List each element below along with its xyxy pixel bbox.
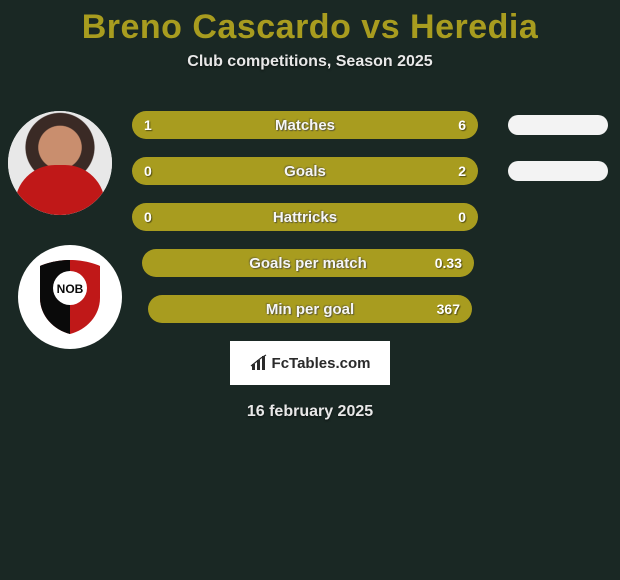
stat-bar: Min per goal 367 [148, 295, 472, 323]
page-subtitle: Club competitions, Season 2025 [0, 53, 620, 71]
main-area: NOB 1 Matches 6 0 Goals 2 0 Hattricks 0 Goals per… [0, 111, 620, 323]
secondary-bar [508, 161, 608, 181]
stat-bar: 0 Hattricks 0 [132, 203, 478, 231]
stat-label: Goals per match [249, 255, 367, 272]
player1-avatar [8, 111, 112, 215]
stat-value-left: 0 [144, 163, 152, 179]
brand-text: FcTables.com [272, 355, 371, 372]
stat-value-left: 1 [144, 117, 152, 133]
brand-attribution: FcTables.com [230, 341, 390, 385]
stat-row: Min per goal 367 [132, 295, 608, 323]
secondary-bar [508, 115, 608, 135]
stat-bar: 0 Goals 2 [132, 157, 478, 185]
stat-label: Matches [275, 117, 335, 134]
stat-value-right: 2 [458, 163, 466, 179]
stat-value-right: 6 [458, 117, 466, 133]
shield-icon: NOB [36, 258, 104, 336]
stat-label: Min per goal [266, 301, 354, 318]
stat-label: Hattricks [273, 209, 337, 226]
stat-row: 0 Hattricks 0 [132, 203, 608, 231]
stats-container: 1 Matches 6 0 Goals 2 0 Hattricks 0 Goals per mat… [132, 111, 608, 323]
player2-club-badge: NOB [18, 245, 122, 349]
page-title: Breno Cascardo vs Heredia [0, 0, 620, 47]
stat-bar: Goals per match 0.33 [142, 249, 474, 277]
stat-value-left: 0 [144, 209, 152, 225]
stat-row: Goals per match 0.33 [132, 249, 608, 277]
stat-row: 1 Matches 6 [132, 111, 608, 139]
stat-value-right: 0.33 [435, 255, 462, 271]
player1-jersey [15, 165, 105, 215]
stat-value-right: 0 [458, 209, 466, 225]
stat-value-right: 367 [437, 301, 460, 317]
date-text: 16 february 2025 [0, 403, 620, 421]
stat-row: 0 Goals 2 [132, 157, 608, 185]
svg-text:NOB: NOB [57, 282, 84, 296]
player1-avatar-graphic [8, 111, 112, 215]
chart-icon [250, 354, 268, 372]
stat-bar: 1 Matches 6 [132, 111, 478, 139]
stat-label: Goals [284, 163, 326, 180]
